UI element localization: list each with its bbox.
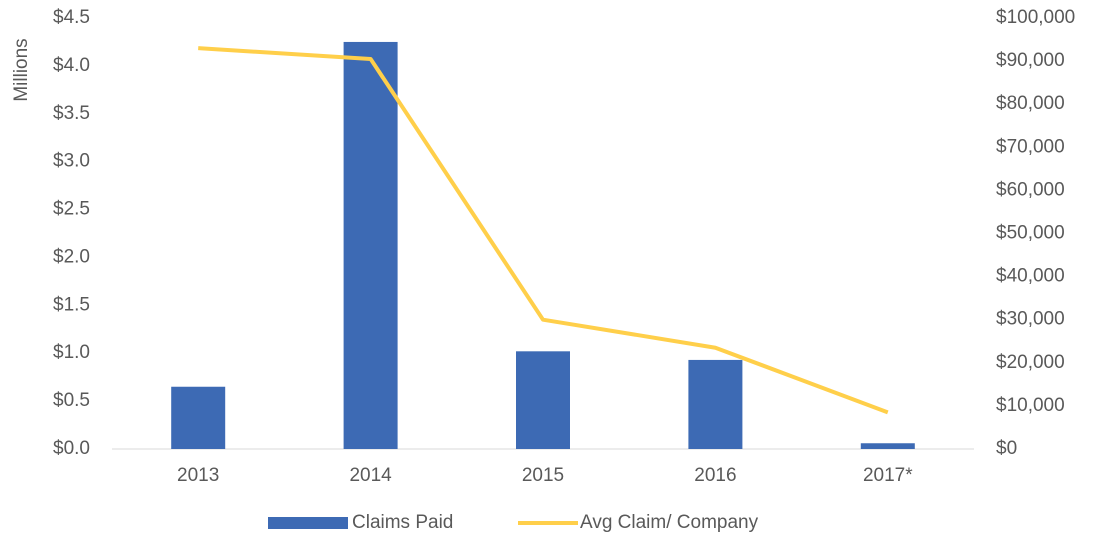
y2-tick-label: $0 <box>996 438 1017 459</box>
y2-tick-label: $30,000 <box>996 309 1065 330</box>
y-tick-label: $1.0 <box>53 342 90 363</box>
y2-tick-label: $40,000 <box>996 266 1065 287</box>
legend-label: Avg Claim/ Company <box>580 512 759 533</box>
y2-tick-label: $70,000 <box>996 136 1065 157</box>
x-tick-label: 2014 <box>349 465 392 486</box>
x-tick-label: 2017* <box>863 465 913 486</box>
x-tick-label: 2015 <box>522 465 564 486</box>
bar <box>516 351 570 449</box>
legend-label: Claims Paid <box>352 512 453 533</box>
line <box>198 46 889 415</box>
bar <box>688 359 743 449</box>
y2-tick-label: $20,000 <box>996 352 1065 373</box>
bar <box>171 386 226 449</box>
x-tick-label: 2016 <box>694 465 736 486</box>
y-tick-label: $3.5 <box>53 103 90 124</box>
y-tick-label: $1.5 <box>53 294 90 315</box>
y-tick-label: $0.5 <box>53 390 90 411</box>
y-tick-label: $2.5 <box>53 199 90 220</box>
y2-tick-label: $90,000 <box>996 50 1065 71</box>
y2-tick-label: $10,000 <box>996 395 1065 416</box>
y-axis-label: Millions <box>11 38 32 101</box>
y-tick-label: $0.0 <box>53 438 90 459</box>
y-tick-label: $3.0 <box>53 151 90 172</box>
y2-tick-label: $80,000 <box>996 93 1065 114</box>
y-tick-label: $2.0 <box>53 246 90 267</box>
y2-tick-label: $100,000 <box>996 7 1075 28</box>
legend-swatch <box>268 517 348 529</box>
y-tick-label: $4.5 <box>53 7 90 28</box>
bar <box>343 41 398 449</box>
y2-tick-label: $50,000 <box>996 223 1065 244</box>
y2-tick-label: $60,000 <box>996 179 1065 200</box>
y-tick-label: $4.0 <box>53 55 90 76</box>
x-tick-label: 2013 <box>177 465 219 486</box>
bar <box>860 443 915 449</box>
